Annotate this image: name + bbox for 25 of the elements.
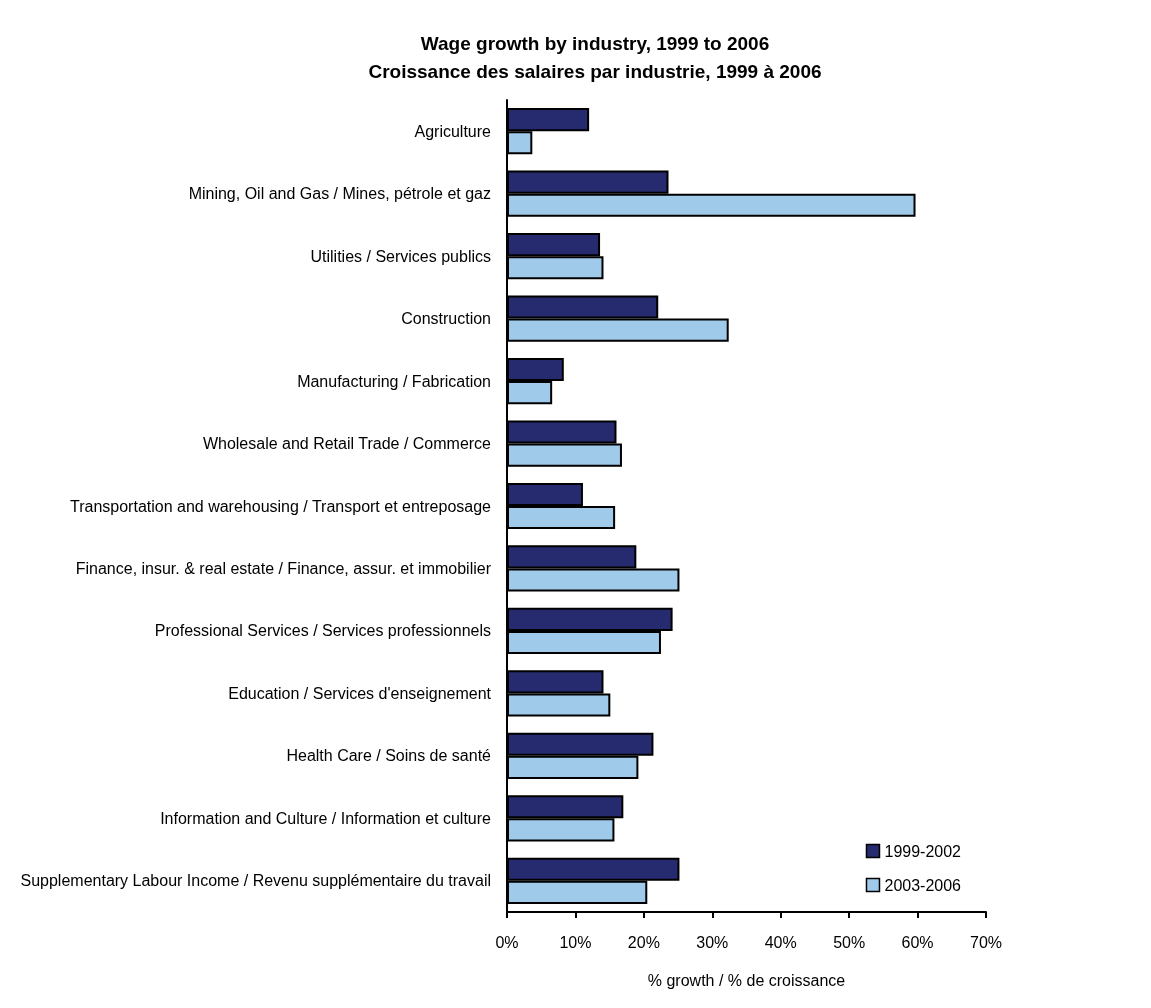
- y-tick-label: Health Care / Soins de santé: [286, 747, 492, 765]
- x-tick-label: 70%: [969, 933, 1003, 951]
- x-tick-label: 60%: [901, 933, 934, 951]
- x-tick-label: 0%: [495, 933, 519, 951]
- y-tick-label: Professional Services / Services professionnels: [154, 622, 491, 640]
- x-tick-label: 20%: [627, 933, 660, 951]
- y-tick-label: Wholesale and Retail Trade / Commerce: [202, 435, 492, 453]
- x-tick-label: 30%: [696, 933, 729, 951]
- y-tick-label: Education / Services d'enseignement: [228, 684, 492, 702]
- y-tick-label: Supplementary Labour Income / Revenu supplémentaire du travail: [20, 872, 491, 890]
- legend-label: 2003-2006: [884, 876, 962, 894]
- x-tick-label: 40%: [764, 933, 797, 951]
- y-tick-label: Information and Culture / Information et culture: [160, 809, 492, 827]
- legend-label: 1999-2002: [884, 842, 962, 860]
- y-tick-label: Mining, Oil and Gas / Mines, pétrole et gaz: [188, 185, 491, 203]
- x-axis-title: % growth / % de croissance: [647, 971, 846, 989]
- x-tick-label: 50%: [833, 933, 866, 951]
- y-tick-label: Utilities / Services publics: [310, 247, 491, 265]
- x-tick-label: 10%: [559, 933, 592, 951]
- chart-title: Wage growth by industry, 1999 to 2006 Croissance des salaires par industrie, 1999 à 2006: [368, 32, 822, 82]
- y-tick-label: Agriculture: [414, 122, 492, 140]
- y-tick-label: Transportation and warehousing / Transport et entreposage: [70, 497, 492, 515]
- y-tick-label: Manufacturing / Fabrication: [297, 372, 491, 390]
- y-tick-label: Finance, insur. & real estate / Finance, assur. et immobilier: [75, 559, 492, 577]
- y-tick-label: Construction: [401, 310, 491, 328]
